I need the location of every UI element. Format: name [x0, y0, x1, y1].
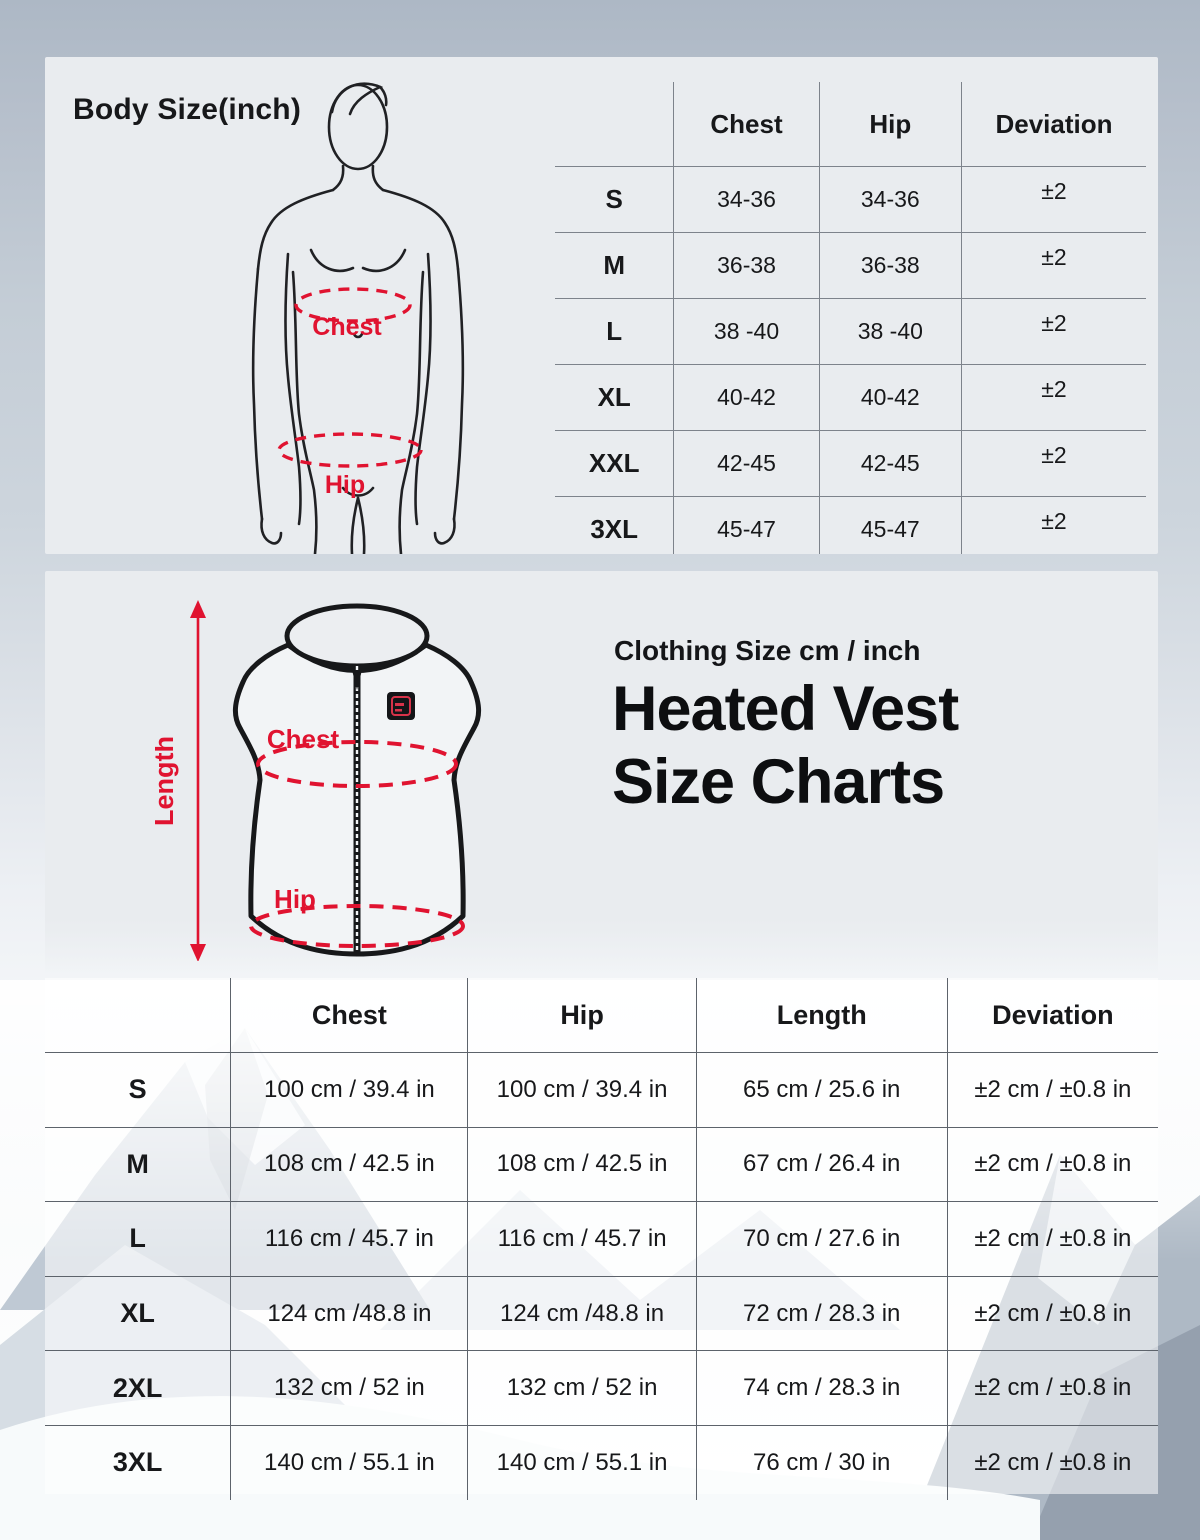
cell-hip: 132 cm / 52 in: [467, 1351, 695, 1425]
cell-size: L: [606, 316, 623, 346]
cell-deviation: ±2: [1041, 508, 1067, 534]
body-size-table: Chest Hip Deviation S 34-36 34-36 ±2 M 3…: [555, 82, 1146, 554]
header-chest: Chest: [673, 82, 818, 166]
vest-hip-label: Hip: [274, 884, 316, 914]
cell-deviation: ±2: [1041, 178, 1067, 204]
table-row: 2XL 132 cm / 52 in 132 cm / 52 in 74 cm …: [45, 1351, 1158, 1426]
table-header-row: Chest Hip Deviation: [555, 82, 1146, 167]
table-row: 3XL 45-47 45-47 ±2: [555, 497, 1146, 554]
cell-size: S: [605, 184, 623, 214]
cell-length: 72 cm / 28.3 in: [695, 1276, 947, 1351]
cell-deviation: ±2: [1041, 442, 1067, 468]
table-header-row: Chest Hip Length Deviation: [45, 978, 1158, 1053]
table-row: XXL 42-45 42-45 ±2: [555, 431, 1146, 497]
table-row: XL 124 cm /48.8 in 124 cm /48.8 in 72 cm…: [45, 1276, 1158, 1352]
cell-deviation: ±2: [1041, 244, 1067, 270]
cell-size: 2XL: [112, 1372, 163, 1403]
header-hip: Hip: [818, 82, 961, 166]
table-row: S 34-36 34-36 ±2: [555, 167, 1146, 233]
table-row: M 36-38 36-38 ±2: [555, 233, 1146, 299]
cell-length: 65 cm / 25.6 in: [695, 1053, 947, 1127]
cell-chest: 140 cm / 55.1 in: [230, 1425, 467, 1500]
cell-chest: 132 cm / 52 in: [230, 1351, 467, 1425]
table-row: S 100 cm / 39.4 in 100 cm / 39.4 in 65 c…: [45, 1053, 1158, 1128]
cell-deviation: ±2 cm / ±0.8 in: [946, 1425, 1158, 1500]
table-row: L 116 cm / 45.7 in 116 cm / 45.7 in 70 c…: [45, 1202, 1158, 1277]
page-title-line2: Size Charts: [612, 747, 945, 817]
cell-hip: 34-36: [818, 167, 961, 232]
cell-chest: 42-45: [673, 431, 818, 496]
header-size: [45, 978, 230, 1052]
clothing-size-table: Chest Hip Length Deviation S 100 cm / 39…: [45, 978, 1158, 1500]
cell-hip: 42-45: [818, 431, 961, 496]
vest-chest-label: Chest: [267, 724, 340, 754]
cell-hip: 140 cm / 55.1 in: [467, 1425, 695, 1500]
cell-deviation: ±2: [1041, 376, 1067, 402]
cell-deviation: ±2 cm / ±0.8 in: [946, 1053, 1158, 1127]
cell-size: XL: [597, 382, 631, 412]
cell-length: 74 cm / 28.3 in: [695, 1351, 947, 1425]
cell-hip: 116 cm / 45.7 in: [467, 1202, 695, 1276]
table-row: M 108 cm / 42.5 in 108 cm / 42.5 in 67 c…: [45, 1127, 1158, 1203]
cell-hip: 100 cm / 39.4 in: [467, 1053, 695, 1127]
cell-chest: 40-42: [673, 365, 818, 430]
header-chest: Chest: [230, 978, 467, 1052]
table-row: 3XL 140 cm / 55.1 in 140 cm / 55.1 in 76…: [45, 1425, 1158, 1500]
page-title: Heated Vest Size Charts: [612, 673, 959, 819]
cell-deviation: ±2 cm / ±0.8 in: [946, 1202, 1158, 1276]
cell-size: XXL: [588, 448, 640, 478]
cell-deviation: ±2: [1041, 310, 1067, 336]
header-length: Length: [695, 978, 947, 1052]
header-deviation: Deviation: [946, 978, 1158, 1052]
cell-hip: 108 cm / 42.5 in: [467, 1127, 695, 1202]
cell-length: 76 cm / 30 in: [695, 1425, 947, 1500]
length-arrow: [190, 600, 206, 961]
cell-deviation: ±2 cm / ±0.8 in: [946, 1127, 1158, 1202]
header-hip: Hip: [467, 978, 695, 1052]
body-figure-illustration: Chest Hip: [251, 82, 465, 554]
cell-length: 70 cm / 27.6 in: [695, 1202, 947, 1276]
cell-chest: 116 cm / 45.7 in: [230, 1202, 467, 1276]
cell-chest: 124 cm /48.8 in: [230, 1276, 467, 1351]
body-size-panel: Body Size(inch): [45, 57, 1158, 554]
cell-chest: 36-38: [673, 233, 818, 298]
cell-chest: 45-47: [673, 497, 818, 554]
vest-length-label: Length: [155, 736, 179, 826]
header-size: [555, 82, 673, 166]
page-title-line1: Heated Vest: [612, 674, 959, 744]
cell-hip: 45-47: [818, 497, 961, 554]
figure-chest-label: Chest: [312, 313, 382, 341]
cell-chest: 100 cm / 39.4 in: [230, 1053, 467, 1127]
cell-size: S: [128, 1074, 147, 1105]
clothing-size-panel: Length Chest Hip Clothi: [45, 571, 1158, 975]
body-size-title: Body Size(inch): [73, 93, 302, 126]
cell-size: XL: [120, 1298, 155, 1329]
table-row: L 38 -40 38 -40 ±2: [555, 299, 1146, 365]
cell-deviation: ±2 cm / ±0.8 in: [946, 1351, 1158, 1425]
cell-size: L: [129, 1223, 146, 1254]
cell-hip: 124 cm /48.8 in: [467, 1276, 695, 1351]
cell-chest: 34-36: [673, 167, 818, 232]
table-row: XL 40-42 40-42 ±2: [555, 365, 1146, 431]
cell-size: M: [603, 250, 626, 280]
cell-length: 67 cm / 26.4 in: [695, 1127, 947, 1202]
cell-size: 3XL: [590, 514, 639, 544]
header-deviation: Deviation: [960, 82, 1146, 166]
cell-chest: 38 -40: [673, 299, 818, 364]
figure-hip-label: Hip: [325, 471, 365, 499]
zipper: [352, 664, 362, 952]
cell-chest: 108 cm / 42.5 in: [230, 1127, 467, 1202]
clothing-size-subtitle: Clothing Size cm / inch: [614, 635, 921, 666]
vest-illustration: Length Chest Hip: [155, 600, 481, 961]
cell-hip: 38 -40: [818, 299, 961, 364]
heat-button-patch: [387, 692, 415, 720]
cell-deviation: ±2 cm / ±0.8 in: [946, 1276, 1158, 1351]
cell-size: M: [126, 1148, 149, 1179]
cell-size: 3XL: [112, 1447, 163, 1478]
cell-hip: 40-42: [818, 365, 961, 430]
cell-hip: 36-38: [818, 233, 961, 298]
